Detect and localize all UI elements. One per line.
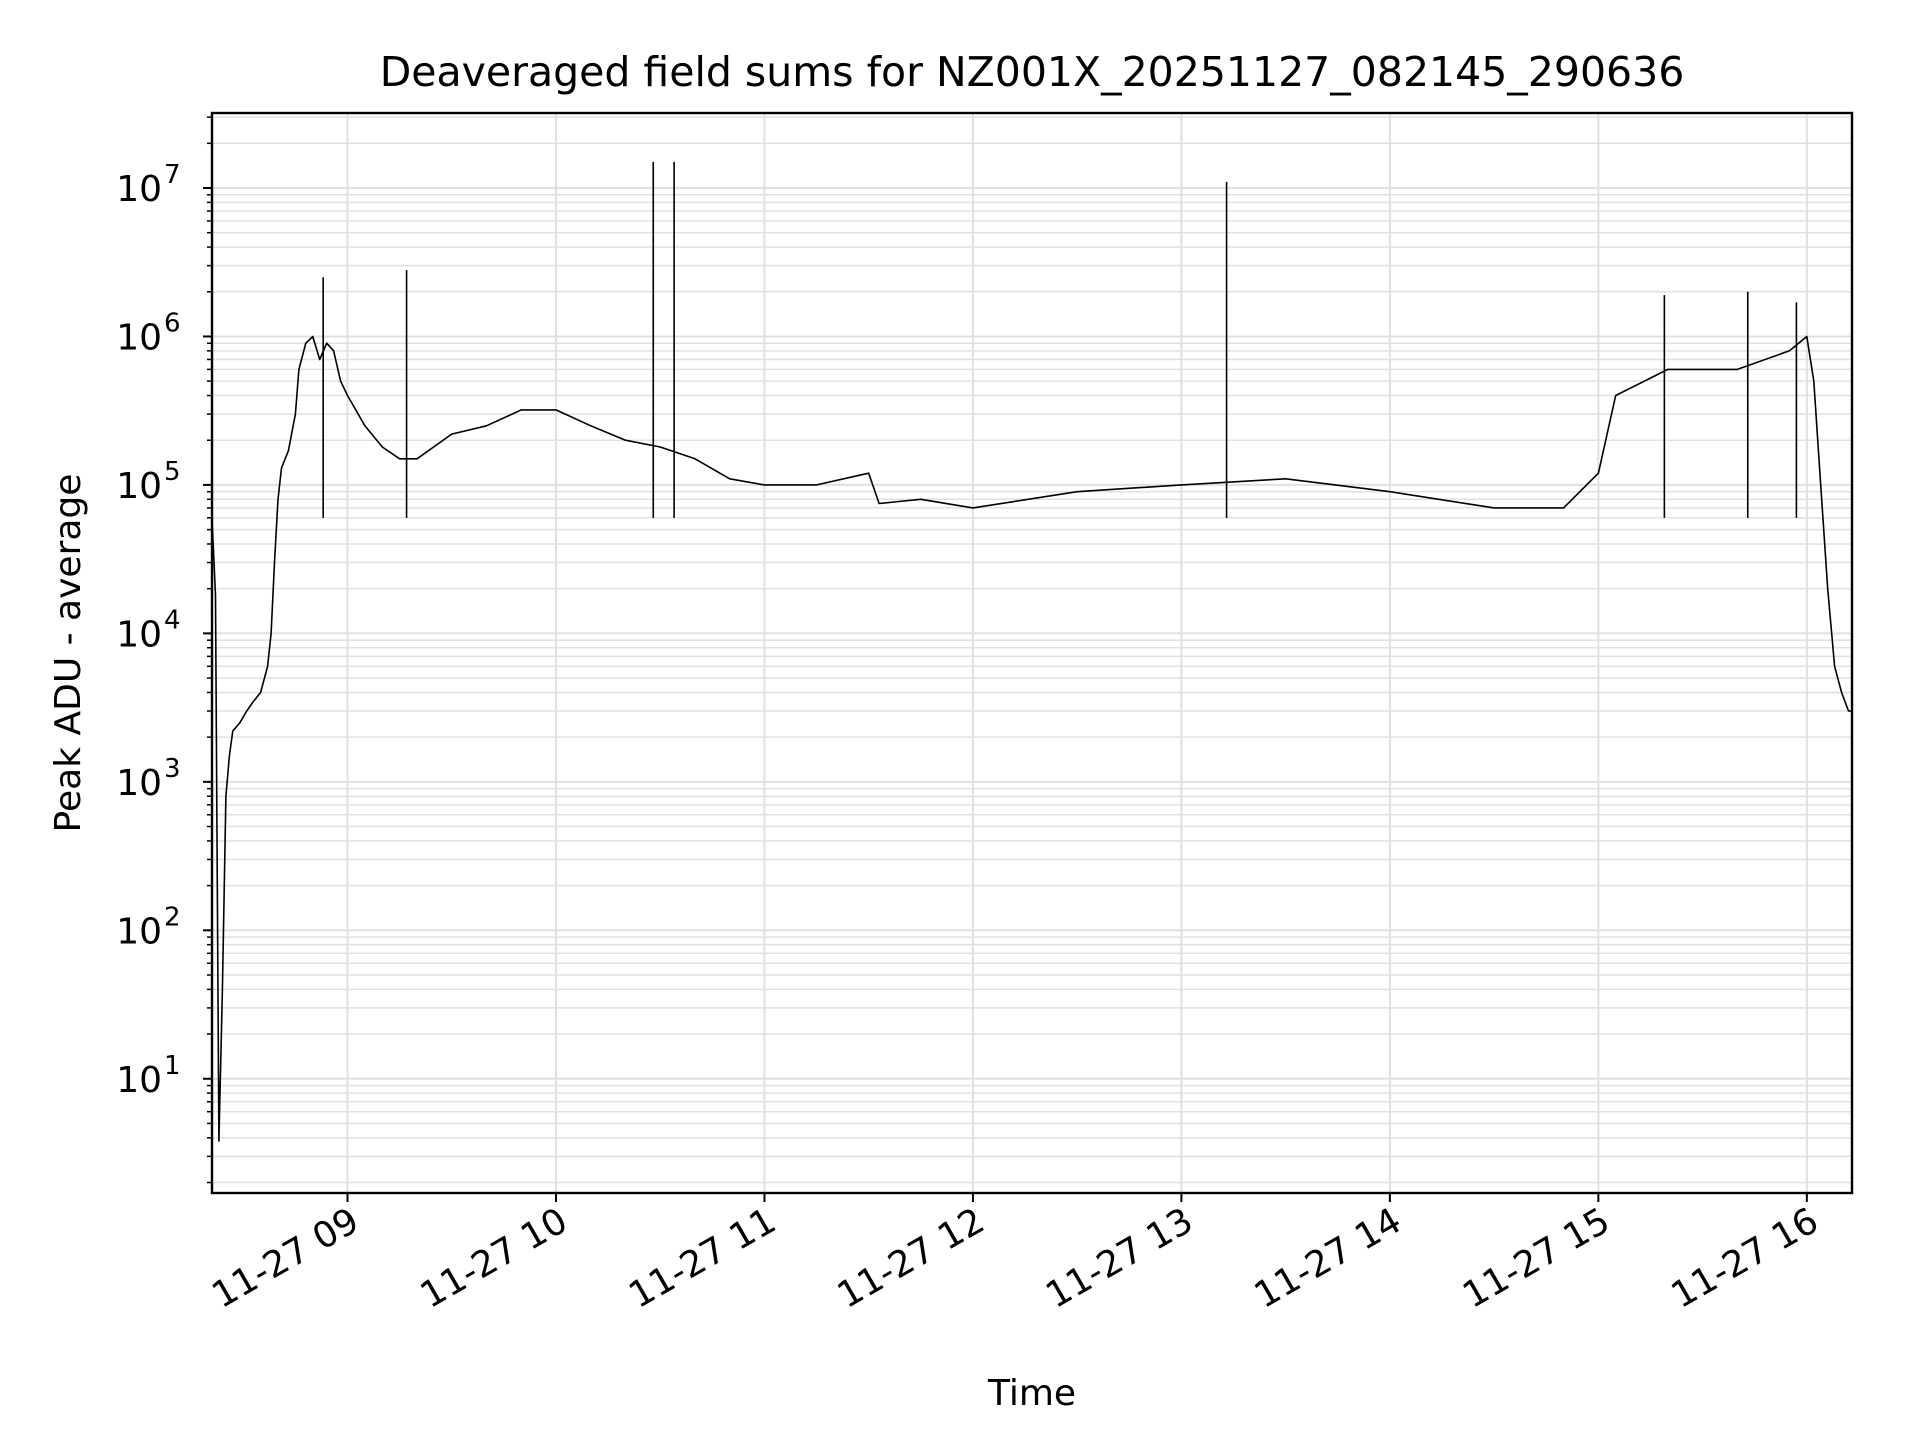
data-series bbox=[211, 161, 1852, 1142]
y-tick-exponent: 5 bbox=[164, 457, 181, 487]
y-tick-label: 10 bbox=[116, 317, 162, 358]
y-tick-exponent: 4 bbox=[164, 605, 181, 635]
y-axis-label: Peak ADU - average bbox=[48, 474, 89, 833]
series-line bbox=[211, 335, 1852, 1142]
y-tick-label: 10 bbox=[116, 1060, 162, 1101]
y-tick-label: 10 bbox=[116, 763, 162, 804]
chart-title: Deaveraged field sums for NZ001X_2025112… bbox=[380, 48, 1685, 96]
y-tick-exponent: 6 bbox=[164, 308, 181, 338]
minor-gridlines bbox=[212, 116, 1852, 1184]
plot-frame bbox=[210, 111, 1854, 1195]
y-tick-label: 10 bbox=[116, 169, 162, 210]
y-tick-label: 10 bbox=[116, 466, 162, 507]
y-tick-exponent: 7 bbox=[164, 160, 181, 190]
y-tick-exponent: 1 bbox=[164, 1051, 181, 1081]
y-tick-exponent: 3 bbox=[164, 754, 181, 784]
major-gridlines bbox=[212, 113, 1852, 1193]
y-tick-label: 10 bbox=[116, 911, 162, 952]
y-tick-exponent: 2 bbox=[164, 902, 181, 932]
y-tick-label: 10 bbox=[116, 614, 162, 655]
x-axis-label: Time bbox=[987, 1373, 1076, 1414]
